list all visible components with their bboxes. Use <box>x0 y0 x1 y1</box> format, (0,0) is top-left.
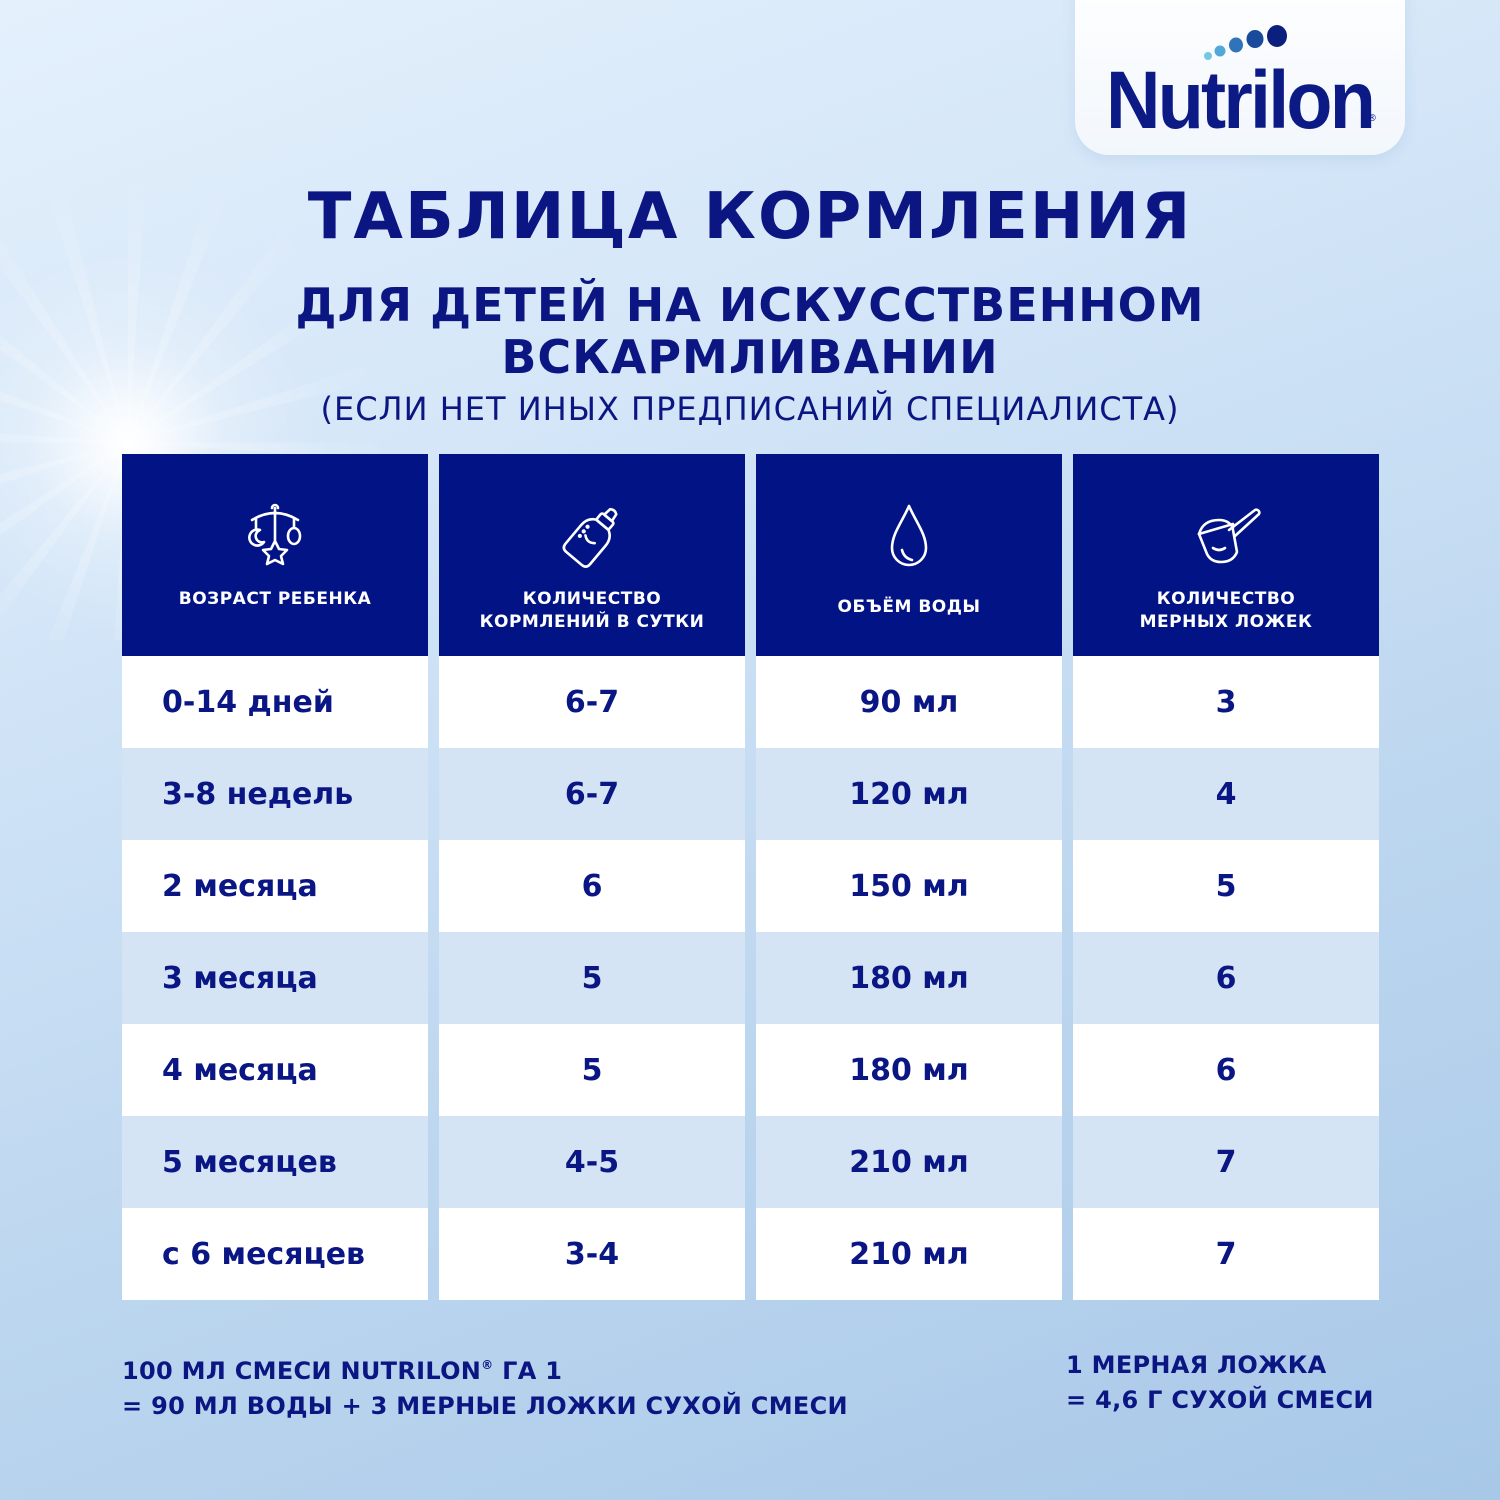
subtitle-line-2: ВСКАРМЛИВАНИИ <box>501 330 999 384</box>
column-header-water: ОБЪЁМ ВОДЫ <box>756 454 1062 656</box>
cell-water: 180 мл <box>756 1024 1062 1116</box>
cell-scoops: 4 <box>1073 748 1379 840</box>
cell-scoops: 6 <box>1073 1024 1379 1116</box>
page-title: ТАБЛИЦА КОРМЛЕНИЯ <box>307 180 1193 254</box>
nutrilon-logo: Nutrilon <box>1106 55 1376 146</box>
subtitle-line-1: ДЛЯ ДЕТЕЙ НА ИСКУССТВЕННОМ <box>295 278 1205 332</box>
column-header-scoops: КОЛИЧЕСТВО МЕРНЫХ ЛОЖЕК <box>1073 454 1379 656</box>
column-feedings: КОЛИЧЕСТВО КОРМЛЕНИЙ В СУТКИ 6-7 6-7 6 5… <box>439 454 745 1300</box>
column-water: ОБЪЁМ ВОДЫ 90 мл 120 мл 150 мл 180 мл 18… <box>756 454 1062 1300</box>
cell-feedings: 3-4 <box>439 1208 745 1300</box>
cell-feedings: 6-7 <box>439 748 745 840</box>
column-label: ОБЪЁМ ВОДЫ <box>837 597 981 617</box>
cell-scoops: 6 <box>1073 932 1379 1024</box>
baby-mobile-icon <box>248 503 302 566</box>
column-scoops: КОЛИЧЕСТВО МЕРНЫХ ЛОЖЕК 3 4 5 6 6 7 7 <box>1073 454 1379 1300</box>
column-age: ВОЗРАСТ РЕБЕНКА 0-14 дней 3-8 недель 2 м… <box>122 454 428 1300</box>
cell-age: с 6 месяцев <box>122 1208 428 1300</box>
footnote-mix-ratio: 100 МЛ СМЕСИ NUTRILON® ГА 1 = 90 МЛ ВОДЫ… <box>122 1348 848 1424</box>
cell-age: 4 месяца <box>122 1024 428 1116</box>
column-header-age: ВОЗРАСТ РЕБЕНКА <box>122 454 428 656</box>
cell-feedings: 4-5 <box>439 1116 745 1208</box>
subtitle-note: (ЕСЛИ НЕТ ИНЫХ ПРЕДПИСАНИЙ СПЕЦИАЛИСТА) <box>320 390 1180 428</box>
measuring-scoop-icon <box>1197 508 1261 564</box>
cell-scoops: 5 <box>1073 840 1379 932</box>
cell-age: 0-14 дней <box>122 656 428 748</box>
footnote-line-1: 100 МЛ СМЕСИ NUTRILON® ГА 1 <box>122 1348 848 1389</box>
cell-water: 90 мл <box>756 656 1062 748</box>
cell-age: 5 месяцев <box>122 1116 428 1208</box>
column-label-line2: МЕРНЫХ ЛОЖЕК <box>1139 612 1313 632</box>
footnote-line-2: = 4,6 Г СУХОЙ СМЕСИ <box>1066 1386 1374 1414</box>
column-label-line2: КОРМЛЕНИЙ В СУТКИ <box>479 612 705 632</box>
footnote-scoop-weight: 1 МЕРНАЯ ЛОЖКА = 4,6 Г СУХОЙ СМЕСИ <box>1066 1348 1374 1418</box>
footnote-text: ГА 1 <box>493 1357 563 1385</box>
water-drop-icon <box>890 504 928 567</box>
column-header-feedings: КОЛИЧЕСТВО КОРМЛЕНИЙ В СУТКИ <box>439 454 745 656</box>
logo-card <box>1075 0 1405 155</box>
column-label: КОЛИЧЕСТВО <box>1156 589 1296 609</box>
column-label: ВОЗРАСТ РЕБЕНКА <box>178 589 372 609</box>
cell-scoops: 7 <box>1073 1116 1379 1208</box>
baby-bottle-icon <box>562 507 618 568</box>
logo-registered-mark: ® <box>1367 113 1377 124</box>
feeding-table: ВОЗРАСТ РЕБЕНКА 0-14 дней 3-8 недель 2 м… <box>122 454 1379 1300</box>
cell-age: 3 месяца <box>122 932 428 1024</box>
cell-feedings: 5 <box>439 1024 745 1116</box>
cell-water: 120 мл <box>756 748 1062 840</box>
cell-feedings: 5 <box>439 932 745 1024</box>
logo-dots-icon <box>1204 25 1287 60</box>
column-label: КОЛИЧЕСТВО <box>522 589 662 609</box>
cell-water: 210 мл <box>756 1208 1062 1300</box>
cell-age: 2 месяца <box>122 840 428 932</box>
cell-water: 150 мл <box>756 840 1062 932</box>
cell-age: 3-8 недель <box>122 748 428 840</box>
footnote-line-2: = 90 МЛ ВОДЫ + 3 МЕРНЫЕ ЛОЖКИ СУХОЙ СМЕС… <box>122 1392 848 1420</box>
cell-feedings: 6-7 <box>439 656 745 748</box>
cell-water: 210 мл <box>756 1116 1062 1208</box>
cell-scoops: 7 <box>1073 1208 1379 1300</box>
cell-scoops: 3 <box>1073 656 1379 748</box>
footnote-text: 100 МЛ СМЕСИ NUTRILON <box>122 1357 482 1385</box>
footnote-line-1: 1 МЕРНАЯ ЛОЖКА <box>1066 1351 1327 1379</box>
cell-water: 180 мл <box>756 932 1062 1024</box>
registered-mark: ® <box>481 1358 494 1372</box>
cell-feedings: 6 <box>439 840 745 932</box>
